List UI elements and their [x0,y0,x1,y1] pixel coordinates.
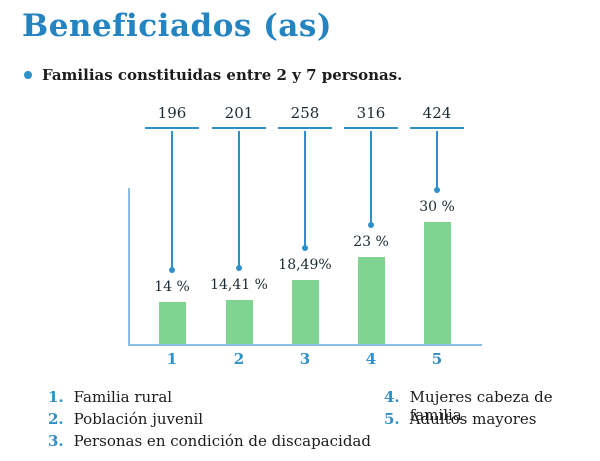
bullet-icon [24,71,32,79]
subtitle-text: Familias constituidas entre 2 y 7 person… [42,66,403,84]
leader-line [171,131,173,270]
legend-number: 3. [48,432,64,450]
chart: 196 14 % 1 201 14,41 % 2 258 18,49% 3 316 23 % 4 424… [0,100,600,375]
x-axis-tick-label: 1 [166,350,178,368]
legend-item: 1. Familia rural [48,388,172,406]
leader-line [238,131,240,268]
legend-item: 5. Adultos mayores [384,410,537,428]
value-label: 30 % [419,199,455,215]
marker-dot-icon [368,222,374,228]
legend-number: 1. [48,388,64,406]
leader-line [370,131,372,225]
page-title: Beneficiados (as) [22,8,333,44]
x-axis-tick-label: 3 [299,350,311,368]
count-label: 424 [410,104,464,129]
count-label: 258 [278,104,332,129]
legend-item: 4. Mujeres cabeza de familia [384,388,600,424]
marker-dot-icon [236,265,242,271]
bar [158,302,186,344]
bar [291,280,319,344]
legend-label: Población juvenil [73,410,204,428]
x-axis-tick-label: 5 [431,350,443,368]
x-axis-tick-label: 4 [365,350,377,368]
legend-item: 2. Población juvenil [48,410,203,428]
legend-number: 2. [48,410,64,428]
value-label: 14 % [154,279,190,295]
marker-dot-icon [302,245,308,251]
legend-label: Adultos mayores [409,410,537,428]
legend-number: 5. [384,410,400,428]
marker-dot-icon [434,187,440,193]
x-axis-line [128,344,482,346]
value-label: 23 % [353,234,389,250]
bar [225,300,253,344]
legend-label: Mujeres cabeza de familia [409,388,553,424]
count-label: 316 [344,104,398,129]
legend-label: Familia rural [73,388,173,406]
value-label: 14,41 % [210,277,268,293]
value-label: 18,49% [278,257,332,273]
legend-item: 3. Personas en condición de discapacidad [48,432,371,450]
y-axis-line [128,188,130,345]
count-label: 196 [145,104,199,129]
leader-line [436,131,438,190]
x-axis-tick-label: 2 [233,350,245,368]
legend-label: Personas en condición de discapacidad [73,432,371,450]
bar [423,222,451,344]
marker-dot-icon [169,267,175,273]
count-label: 201 [212,104,266,129]
legend-number: 4. [384,388,400,406]
leader-line [304,131,306,248]
subtitle-row: Familias constituidas entre 2 y 7 person… [24,66,402,84]
bar [357,257,385,344]
